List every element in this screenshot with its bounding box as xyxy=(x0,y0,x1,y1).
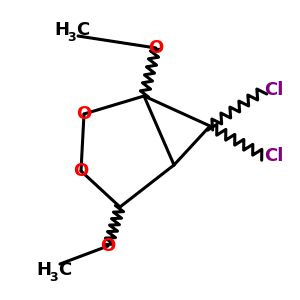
Text: Cl: Cl xyxy=(264,147,284,165)
Text: O: O xyxy=(100,237,116,255)
Text: C: C xyxy=(76,21,90,39)
Text: H: H xyxy=(36,261,51,279)
Text: H: H xyxy=(54,21,69,39)
Text: 3: 3 xyxy=(68,31,76,44)
Text: O: O xyxy=(76,105,92,123)
Text: Cl: Cl xyxy=(264,81,284,99)
Text: O: O xyxy=(74,162,88,180)
Text: O: O xyxy=(148,39,164,57)
Text: 3: 3 xyxy=(50,271,58,284)
Text: C: C xyxy=(58,261,72,279)
